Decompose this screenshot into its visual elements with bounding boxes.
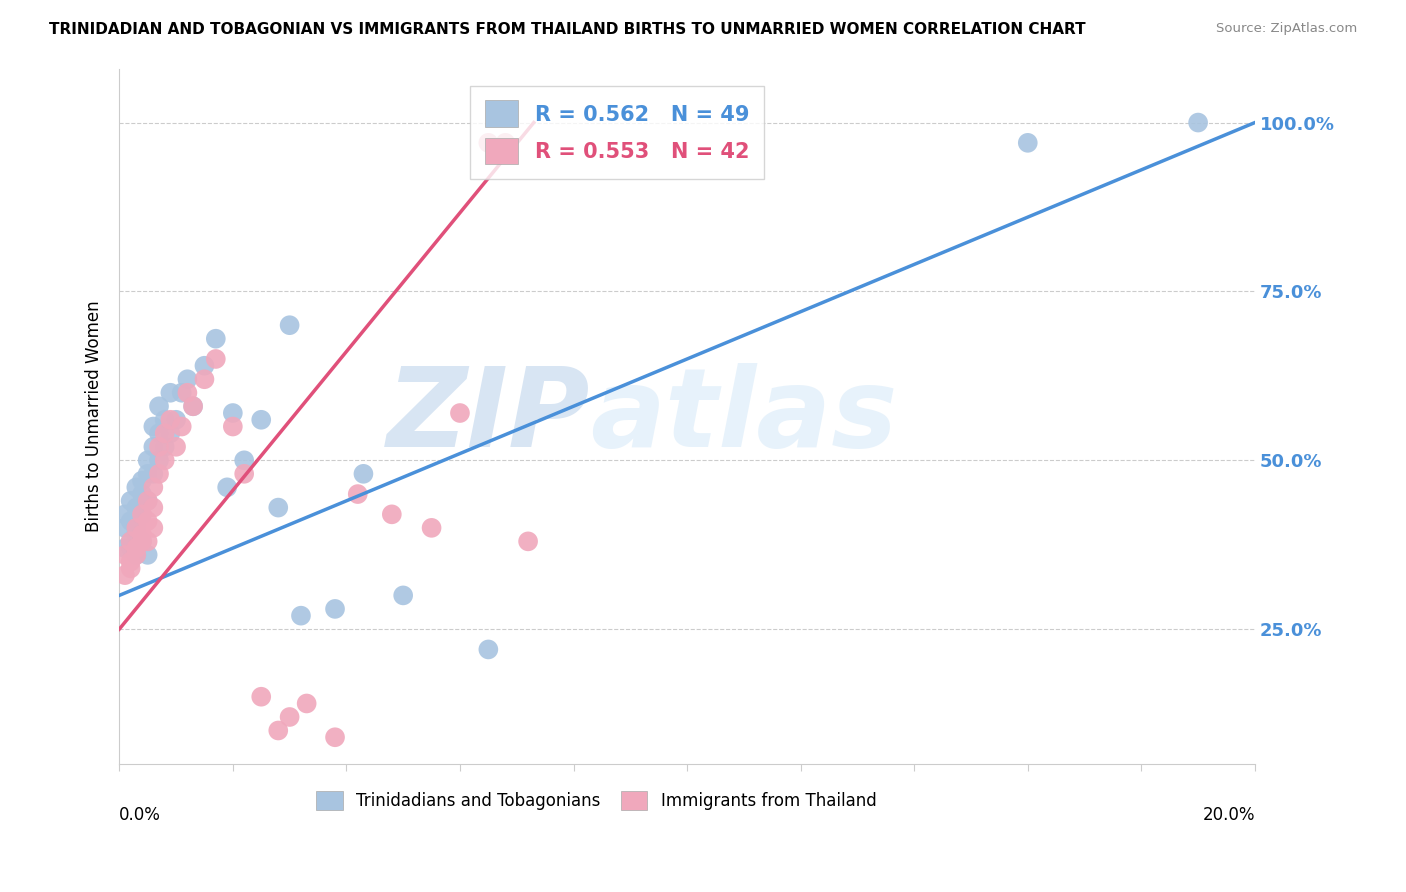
Point (170, 419, 193, 434)
Point (148, 399, 170, 413)
Point (1017, 136, 1039, 150)
Point (250, 413, 273, 427)
Point (153, 426, 176, 441)
Point (136, 534, 159, 549)
Point (176, 372, 198, 386)
Point (222, 419, 245, 434)
Point (193, 359, 215, 373)
Point (131, 487, 153, 501)
Point (217, 480, 239, 494)
Point (323, 602, 346, 616)
Point (142, 480, 165, 494)
Text: ZIP: ZIP (387, 363, 591, 470)
Point (131, 508, 153, 522)
Point (131, 474, 153, 488)
Point (142, 500, 165, 515)
Point (295, 697, 318, 711)
Point (170, 385, 193, 400)
Point (120, 561, 142, 575)
Point (477, 136, 499, 150)
Point (125, 527, 148, 541)
Text: TRINIDADIAN AND TOBAGONIAN VS IMMIGRANTS FROM THAILAND BIRTHS TO UNMARRIED WOMEN: TRINIDADIAN AND TOBAGONIAN VS IMMIGRANTS… (49, 22, 1085, 37)
Point (120, 534, 142, 549)
Point (120, 514, 142, 528)
Point (165, 440, 187, 454)
Point (136, 453, 159, 467)
Text: Source: ZipAtlas.com: Source: ZipAtlas.com (1216, 22, 1357, 36)
Point (131, 534, 153, 549)
Point (125, 500, 148, 515)
Point (125, 521, 148, 535)
Point (142, 419, 165, 434)
Point (153, 440, 176, 454)
Point (114, 541, 136, 555)
Point (136, 493, 159, 508)
Point (159, 385, 181, 400)
Text: 20.0%: 20.0% (1202, 806, 1256, 824)
Y-axis label: Births to Unmarried Women: Births to Unmarried Women (86, 301, 103, 533)
Point (125, 548, 148, 562)
Point (204, 332, 226, 346)
Point (136, 514, 159, 528)
Point (148, 440, 170, 454)
Text: atlas: atlas (591, 363, 898, 470)
Point (181, 399, 204, 413)
Point (193, 372, 215, 386)
Point (233, 453, 256, 467)
Point (1187, 115, 1209, 129)
Point (159, 413, 181, 427)
Point (131, 527, 153, 541)
Point (392, 588, 415, 602)
Point (222, 406, 245, 420)
Point (323, 731, 346, 745)
Point (233, 467, 256, 481)
Point (131, 508, 153, 522)
Point (267, 723, 290, 738)
Point (120, 541, 142, 555)
Legend: Trinidadians and Tobagonians, Immigrants from Thailand: Trinidadians and Tobagonians, Immigrants… (308, 782, 884, 819)
Point (278, 710, 301, 724)
Point (352, 467, 374, 481)
Point (153, 453, 176, 467)
Point (125, 480, 148, 494)
Point (181, 399, 204, 413)
Point (125, 521, 148, 535)
Point (176, 385, 198, 400)
Point (136, 548, 159, 562)
Point (148, 467, 170, 481)
Point (120, 534, 142, 549)
Point (346, 487, 368, 501)
Point (204, 351, 226, 366)
Point (278, 318, 301, 333)
Point (120, 493, 142, 508)
Point (267, 500, 290, 515)
Point (153, 413, 176, 427)
Point (114, 548, 136, 562)
Point (494, 136, 516, 150)
Point (120, 555, 142, 569)
Point (142, 440, 165, 454)
Point (517, 534, 540, 549)
Point (449, 406, 471, 420)
Point (136, 467, 159, 481)
Point (136, 493, 159, 508)
Point (250, 690, 273, 704)
Point (114, 508, 136, 522)
Point (142, 467, 165, 481)
Point (381, 508, 404, 522)
Point (159, 426, 181, 441)
Point (477, 642, 499, 657)
Text: 0.0%: 0.0% (120, 806, 162, 824)
Point (131, 534, 153, 549)
Point (125, 548, 148, 562)
Point (148, 453, 170, 467)
Point (142, 521, 165, 535)
Point (148, 426, 170, 441)
Point (114, 521, 136, 535)
Point (290, 608, 312, 623)
Point (165, 413, 187, 427)
Point (420, 521, 443, 535)
Point (125, 541, 148, 555)
Point (114, 568, 136, 582)
